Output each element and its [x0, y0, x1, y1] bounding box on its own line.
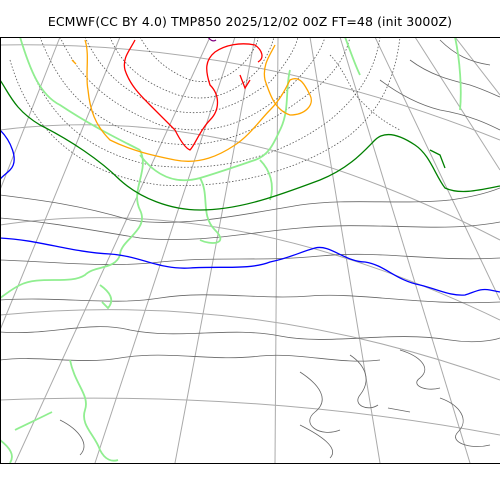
isotherm-minus42C [207, 37, 217, 42]
meridian-line [14, 37, 211, 463]
meridian-line [454, 37, 500, 96]
isotherm-0C [0, 129, 500, 296]
parallel-line [0, 124, 500, 241]
map-title: ECMWF(CC BY 4.0) TMP850 2025/12/02 00Z F… [47, 14, 453, 29]
meridian-line [374, 37, 500, 301]
meridian-line [0, 37, 121, 331]
temperature-map [0, 37, 500, 463]
meridian-line [274, 37, 279, 463]
meridian-line [94, 37, 236, 463]
meridian-line [174, 37, 256, 463]
meridian-line [309, 37, 381, 463]
parallel-line [0, 217, 500, 321]
green-isotherms [0, 37, 462, 463]
dotted-isotherms [9, 37, 401, 187]
map-panel [0, 37, 500, 463]
parallel-line [0, 309, 500, 381]
meridian-line [0, 37, 61, 191]
isotherm-minus6C [0, 79, 500, 211]
parallel-line [0, 397, 500, 436]
isotherm-minus30C [71, 39, 312, 162]
graticule [0, 37, 500, 463]
meridian-line [339, 37, 471, 463]
parallel-line [0, 44, 500, 141]
meridian-line [414, 37, 500, 171]
gray-isotherms [0, 39, 500, 459]
isotherm-minus36C [123, 39, 263, 151]
